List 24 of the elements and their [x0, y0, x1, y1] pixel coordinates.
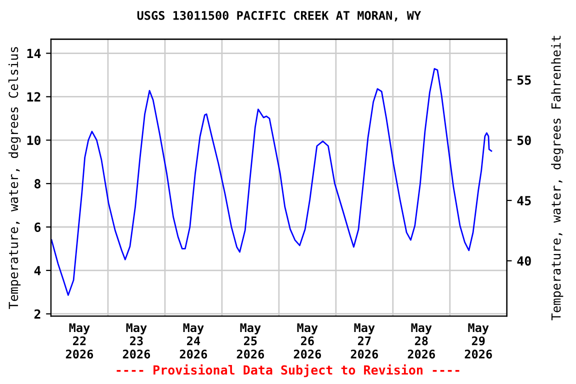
- x-tick-label: May 25 2026: [236, 323, 264, 359]
- x-tick-label: May 29 2026: [464, 323, 492, 359]
- x-tick-label: May 23 2026: [122, 323, 150, 359]
- y2-tick-label: 40: [517, 256, 531, 266]
- y2-tick-label: 50: [517, 136, 531, 146]
- line-series: [50, 68, 492, 296]
- x-tick-label: May 22 2026: [66, 323, 94, 359]
- x-tick-label: May 26 2026: [294, 323, 321, 359]
- x-tick-label: May 27 2026: [350, 323, 378, 359]
- y-tick-label: 14: [27, 48, 41, 58]
- y2-tick-label: 45: [517, 196, 531, 206]
- y-tick-label: 8: [34, 179, 40, 188]
- y-axis-title: Temperature, water, degrees Celsius: [8, 47, 21, 310]
- x-tick-label: May 24 2026: [180, 323, 208, 359]
- chart-title: USGS 13011500 PACIFIC CREEK AT MORAN, WY: [137, 10, 422, 22]
- y-tick-label: 10: [27, 136, 41, 146]
- y-tick-label: 12: [27, 92, 40, 102]
- text: ---- Provisional Data Subject to Revision ----: [116, 364, 460, 378]
- y-tick-label: 4: [34, 266, 41, 276]
- y2-axis-title: Temperature, water, degrees Fahrenheit: [551, 36, 564, 320]
- y-tick-label: 2: [34, 309, 40, 319]
- y2-tick-label: 55: [517, 75, 531, 85]
- y-tick-label: 6: [34, 222, 41, 232]
- x-tick-label: May 28 2026: [408, 323, 435, 359]
